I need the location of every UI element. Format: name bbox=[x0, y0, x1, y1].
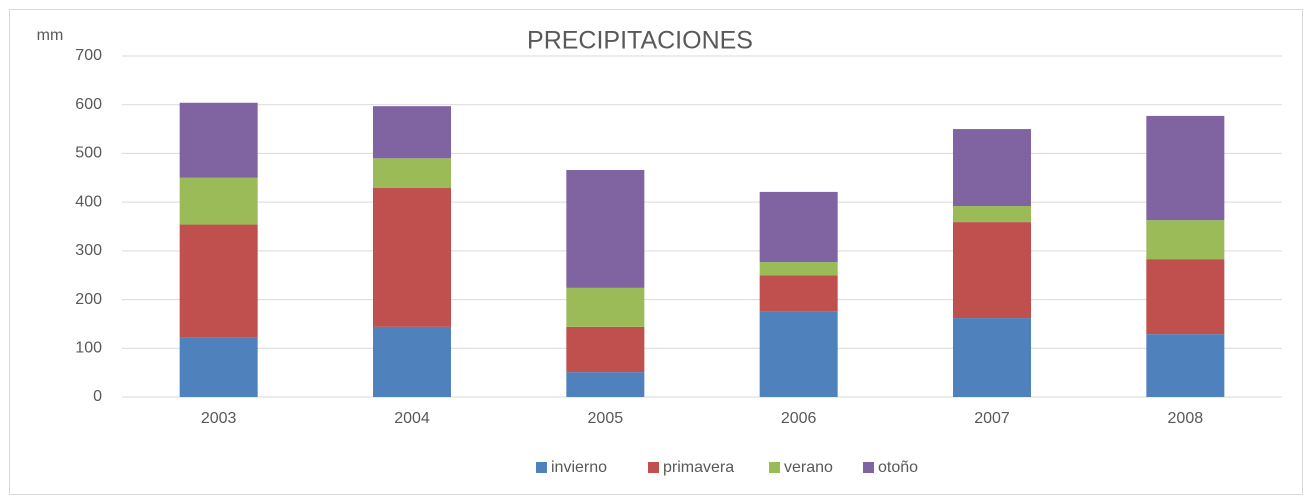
bar-segment bbox=[1146, 334, 1225, 397]
bar-segment bbox=[566, 326, 645, 373]
bar-segment bbox=[373, 158, 451, 189]
legend-swatch bbox=[536, 462, 547, 473]
y-tick-label: 400 bbox=[75, 193, 102, 210]
bar-segment bbox=[566, 169, 645, 288]
x-tick-label: 2008 bbox=[1168, 410, 1204, 427]
bar-segment bbox=[1146, 115, 1225, 221]
bar-segment bbox=[566, 372, 645, 397]
bar-segment bbox=[953, 206, 1031, 223]
bar-segment bbox=[373, 106, 451, 159]
legend-label: otoño bbox=[878, 459, 918, 476]
y-axis-label: mm bbox=[37, 27, 64, 44]
y-tick-label: 300 bbox=[75, 242, 102, 259]
y-tick-label: 500 bbox=[75, 145, 102, 162]
bar-segment bbox=[759, 262, 838, 276]
y-tick-label: 700 bbox=[75, 47, 102, 64]
bar-segment bbox=[179, 224, 258, 338]
legend-swatch bbox=[769, 462, 780, 473]
bar-segment bbox=[373, 188, 451, 327]
y-tick-label: 200 bbox=[75, 291, 102, 308]
y-tick-label: 100 bbox=[75, 340, 102, 357]
bar-segment bbox=[1146, 220, 1225, 260]
legend-label: invierno bbox=[551, 459, 607, 476]
legend-swatch bbox=[863, 462, 874, 473]
bar-segment bbox=[759, 191, 838, 263]
bar-segment bbox=[566, 287, 645, 327]
bar-segment bbox=[1146, 259, 1225, 335]
bar-segment bbox=[953, 318, 1031, 397]
legend-label: primavera bbox=[663, 459, 734, 476]
y-tick-label: 0 bbox=[93, 388, 102, 405]
bar-segment bbox=[179, 337, 258, 397]
x-tick-label: 2003 bbox=[201, 410, 237, 427]
bar-segment bbox=[759, 311, 838, 397]
y-tick-label: 600 bbox=[75, 96, 102, 113]
bar-segment bbox=[759, 275, 838, 312]
legend-swatch bbox=[648, 462, 659, 473]
legend-label: verano bbox=[784, 459, 833, 476]
bar-segment bbox=[953, 222, 1031, 319]
x-tick-label: 2005 bbox=[588, 410, 624, 427]
x-tick-label: 2007 bbox=[974, 410, 1010, 427]
bar-segment bbox=[179, 102, 258, 178]
chart-title: PRECIPITACIONES bbox=[527, 27, 753, 55]
bar-segment bbox=[953, 129, 1031, 207]
x-tick-label: 2004 bbox=[394, 410, 430, 427]
bar-segment bbox=[179, 177, 258, 225]
x-tick-label: 2006 bbox=[781, 410, 817, 427]
bar-segment bbox=[373, 326, 451, 397]
